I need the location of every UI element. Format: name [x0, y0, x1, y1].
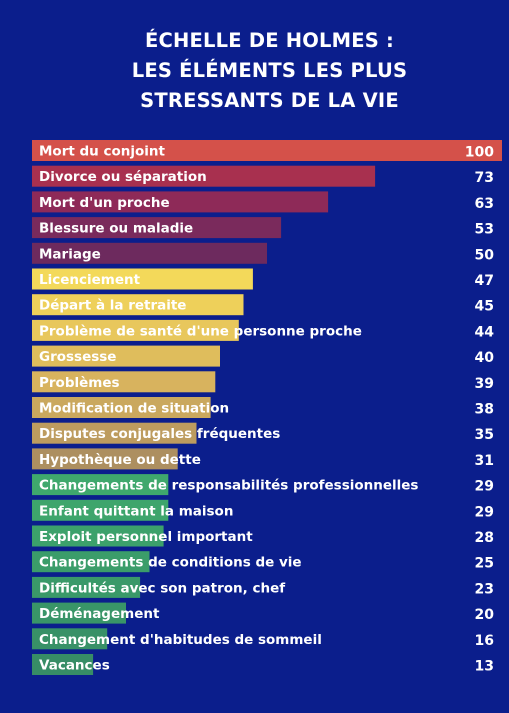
bar-label-19: Déménagement: [39, 606, 160, 622]
bar-label-14: Changements de responsabilités professio…: [39, 478, 418, 494]
bar-8: [32, 319, 239, 341]
value-label-13: 31: [475, 453, 494, 469]
bar-label-18: Difficultés avec son patron, chef: [39, 580, 285, 596]
bar-13: [32, 448, 178, 470]
value-label-21: 13: [475, 659, 494, 675]
value-label-14: 29: [475, 479, 494, 495]
bar-label-11: Modification de situation: [39, 401, 229, 417]
value-label-17: 25: [475, 556, 494, 572]
bar-2: [32, 165, 376, 187]
value-label-5: 50: [475, 247, 495, 263]
value-label-8: 44: [475, 324, 495, 340]
value-label-4: 53: [475, 222, 494, 238]
bar-label-2: Divorce ou séparation: [39, 169, 207, 185]
bar-5: [32, 242, 267, 264]
bar-label-4: Blessure ou maladie: [39, 221, 193, 237]
value-label-19: 20: [475, 607, 495, 623]
bar-20: [32, 628, 108, 650]
value-label-15: 29: [475, 504, 494, 520]
chart-title: ÉCHELLE DE HOLMES : LES ÉLÉMENTS LES PLU…: [0, 26, 509, 116]
value-label-1: 100: [465, 145, 494, 161]
value-label-7: 45: [475, 299, 494, 315]
bar-15: [32, 499, 169, 521]
value-label-6: 47: [475, 273, 494, 289]
bar-10: [32, 371, 216, 393]
bar-19: [32, 602, 126, 624]
bar-label-10: Problèmes: [39, 375, 120, 391]
bar-label-21: Vacances: [39, 658, 110, 674]
bar-label-3: Mort d'un proche: [39, 195, 170, 211]
bar-label-16: Exploit personnel important: [39, 529, 253, 545]
value-label-10: 39: [475, 376, 494, 392]
bar-9: [32, 345, 220, 367]
title-line-2: LES ÉLÉMENTS LES PLUS: [131, 59, 408, 82]
bar-label-9: Grossesse: [39, 349, 116, 365]
title-line-3: STRESSANTS DE LA VIE: [140, 89, 399, 112]
bar-label-20: Changement d'habitudes de sommeil: [39, 632, 322, 648]
value-label-12: 35: [475, 427, 494, 443]
bar-21: [32, 654, 94, 675]
value-label-2: 73: [475, 170, 494, 186]
bar-label-13: Hypothèque ou dette: [39, 452, 201, 468]
bar-14: [32, 474, 169, 496]
bar-17: [32, 551, 150, 573]
bar-label-5: Mariage: [39, 246, 101, 262]
bar-label-6: Licenciement: [39, 272, 141, 288]
bar-label-8: Problème de santé d'une personne proche: [39, 323, 362, 339]
title-line-1: ÉCHELLE DE HOLMES :: [144, 29, 394, 52]
bar-4: [32, 217, 282, 239]
bar-7: [32, 294, 244, 316]
value-label-3: 63: [475, 196, 494, 212]
value-label-9: 40: [475, 350, 495, 366]
bar-18: [32, 576, 141, 598]
bar-6: [32, 268, 253, 290]
bar-16: [32, 525, 164, 547]
value-label-20: 16: [475, 633, 494, 649]
bar-label-1: Mort du conjoint: [39, 144, 166, 160]
bar-label-17: Changements de conditions de vie: [39, 555, 302, 571]
value-label-16: 28: [475, 530, 494, 546]
bar-label-15: Enfant quittant la maison: [39, 503, 233, 519]
bar-label-12: Disputes conjugales fréquentes: [39, 426, 280, 442]
bar-12: [32, 422, 197, 444]
bar-label-7: Départ à la retraite: [39, 298, 186, 314]
bar-11: [32, 397, 211, 418]
bar-3: [32, 191, 329, 213]
bar-1: [32, 140, 502, 161]
value-label-18: 23: [475, 581, 494, 597]
value-label-11: 38: [475, 402, 494, 418]
